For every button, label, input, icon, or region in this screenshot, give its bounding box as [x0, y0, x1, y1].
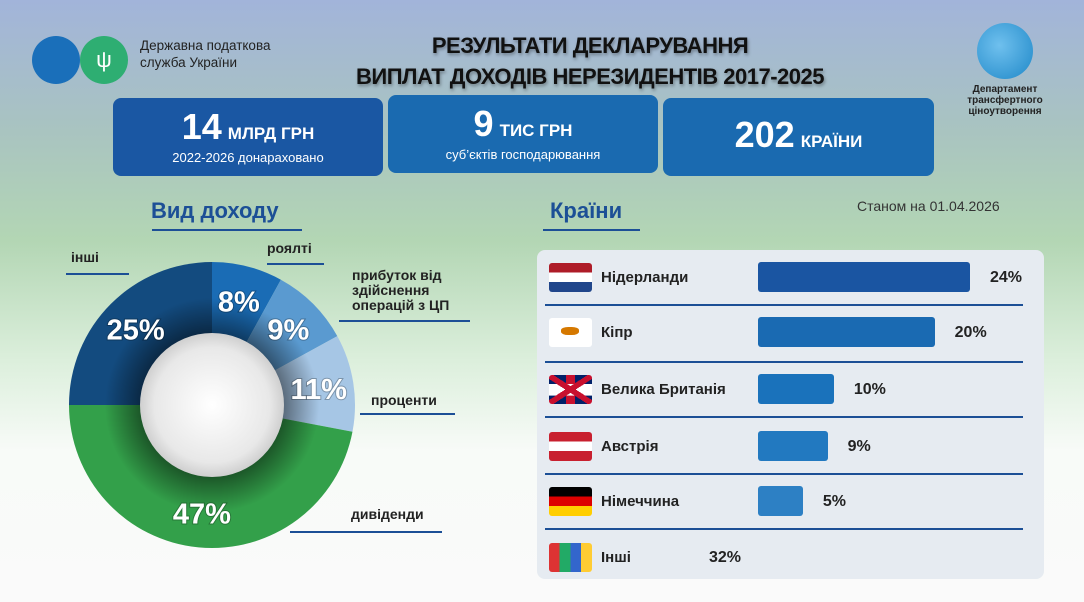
org-name: Державна податкова служба України — [140, 38, 271, 70]
income-type-heading: Вид доходу — [151, 198, 279, 223]
as-of-date: Станом на 01.04.2026 — [857, 198, 1000, 214]
country-name: Велика Британія — [601, 381, 726, 398]
country-percent: 20% — [954, 324, 987, 341]
country-name: Австрія — [601, 438, 659, 455]
slice-label: 11% — [290, 374, 347, 406]
row-divider — [545, 528, 1023, 530]
tax-service-logo-blue-circle — [32, 36, 80, 84]
card-value: 14 — [181, 106, 222, 147]
flag-icon — [549, 432, 592, 461]
slice-label: 8% — [218, 286, 260, 318]
dept-name: Департамент трансфертного ціноутворення — [967, 84, 1043, 117]
country-row: Інші 32% — [549, 540, 1039, 576]
legend-label-interest: проценти — [371, 392, 437, 408]
flag-icon — [549, 375, 592, 404]
row-divider — [545, 361, 1023, 363]
country-name: Німеччина — [601, 493, 680, 510]
country-bar — [758, 317, 935, 347]
row-divider — [545, 304, 1023, 306]
legend-label-dividends: дивіденди — [351, 506, 424, 522]
country-percent: 9% — [847, 438, 871, 455]
country-bar — [758, 374, 834, 404]
card-countries: 202 КРАЇНИ — [663, 98, 934, 176]
card-value: 202 — [734, 114, 795, 155]
countries-panel: Нідерланди 24% Кіпр 20% Велика Британія … — [537, 250, 1044, 579]
country-bar — [758, 431, 828, 461]
donut-hole — [140, 333, 284, 477]
country-name: Нідерланди — [601, 269, 689, 286]
legend-label-securities: прибуток від здійснення операцій з ЦП — [352, 267, 450, 313]
country-percent: 32% — [709, 549, 742, 566]
slice-label: 9% — [267, 315, 309, 347]
legend-label-other: інші — [71, 249, 99, 265]
country-percent: 10% — [853, 381, 886, 398]
title-line-2: ВИПЛАТ ДОХОДІВ НЕРЕЗИДЕНТІВ 2017-2025 — [356, 64, 824, 89]
page-title: РЕЗУЛЬТАТИ ДЕКЛАРУВАННЯ ВИПЛАТ ДОХОДІВ Н… — [300, 30, 880, 92]
card-amount: 14 МЛРД ГРН 2022-2026 донараховано — [113, 98, 383, 176]
legend-label-royalty: роялті — [267, 240, 312, 256]
card-entities: 9 ТИС ГРН суб’єктів господарювання — [388, 95, 658, 173]
country-percent: 24% — [990, 269, 1023, 286]
card-sub: 2022-2026 донараховано — [172, 150, 324, 165]
title-line-1: РЕЗУЛЬТАТИ ДЕКЛАРУВАННЯ — [431, 33, 749, 58]
row-divider — [545, 473, 1023, 475]
card-unit: КРАЇНИ — [800, 132, 863, 151]
country-bar — [758, 262, 970, 292]
row-divider — [545, 416, 1023, 418]
trident-icon: ψ — [80, 36, 128, 84]
country-row: Нідерланди 24% — [549, 260, 1039, 296]
country-row: Велика Британія 10% — [549, 372, 1039, 408]
country-bar — [758, 486, 803, 516]
slice-label: 25% — [107, 315, 165, 347]
country-row: Німеччина 5% — [549, 484, 1039, 520]
income-donut-chart: 8%9% 11% 47% 25% — [69, 262, 355, 548]
countries-heading: Країни — [550, 198, 623, 223]
flag-icon — [549, 543, 592, 572]
country-row: Кіпр 20% — [549, 315, 1039, 351]
country-name: Кіпр — [601, 324, 633, 341]
flag-icon — [549, 487, 592, 516]
card-value: 9 — [473, 103, 494, 144]
slice-label: 47% — [173, 499, 231, 531]
flag-icon — [549, 263, 592, 292]
card-sub: суб’єктів господарювання — [445, 147, 601, 162]
country-row: Австрія 9% — [549, 429, 1039, 465]
country-name: Інші — [601, 549, 631, 566]
card-unit: ТИС ГРН — [499, 121, 573, 140]
globe-icon — [977, 23, 1033, 79]
country-percent: 5% — [822, 493, 847, 510]
flag-icon — [549, 318, 592, 347]
card-unit: МЛРД ГРН — [227, 124, 315, 143]
